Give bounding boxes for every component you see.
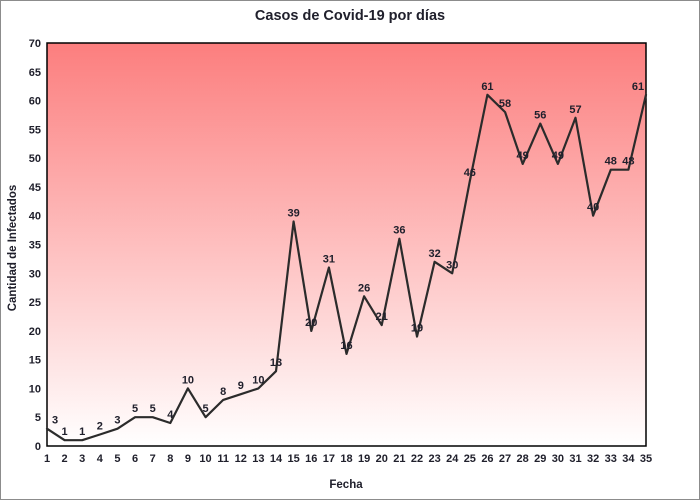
- data-point-label: 26: [358, 282, 370, 294]
- x-tick-label: 35: [640, 453, 652, 465]
- x-tick-label: 22: [411, 453, 423, 465]
- x-tick-label: 21: [393, 453, 405, 465]
- x-tick-label: 12: [235, 453, 247, 465]
- data-point-label: 5: [132, 403, 138, 415]
- y-tick-label: 35: [29, 240, 41, 252]
- y-tick-label: 30: [29, 268, 41, 280]
- data-point-label: 48: [622, 156, 634, 168]
- x-tick-label: 25: [464, 453, 476, 465]
- data-point-label: 20: [305, 317, 317, 329]
- data-point-label: 56: [534, 110, 546, 122]
- y-tick-label: 70: [29, 38, 41, 50]
- x-tick-label: 13: [252, 453, 264, 465]
- x-tick-label: 28: [517, 453, 529, 465]
- x-tick-label: 23: [428, 453, 440, 465]
- x-tick-label: 1: [44, 453, 50, 465]
- data-point-label: 21: [376, 311, 388, 323]
- x-tick-label: 10: [199, 453, 211, 465]
- x-tick-label: 14: [270, 453, 283, 465]
- y-tick-label: 65: [29, 67, 41, 79]
- data-point-label: 13: [270, 357, 282, 369]
- data-point-label: 57: [569, 104, 581, 116]
- plot-area: [46, 42, 647, 447]
- data-point-label: 49: [517, 150, 529, 162]
- data-point-label: 5: [150, 403, 156, 415]
- data-point-label: 4: [167, 409, 174, 421]
- x-tick-label: 15: [288, 453, 300, 465]
- x-tick-label: 33: [605, 453, 617, 465]
- data-point-label: 10: [252, 374, 264, 386]
- x-tick-label: 18: [340, 453, 352, 465]
- x-axis-title: Fecha: [329, 479, 363, 491]
- x-tick-label: 3: [79, 453, 85, 465]
- y-tick-label: 25: [29, 297, 41, 309]
- data-point-label: 39: [288, 207, 300, 219]
- x-tick-label: 20: [376, 453, 388, 465]
- data-point-label: 3: [114, 415, 120, 427]
- data-point-label: 16: [340, 340, 352, 352]
- x-tick-label: 7: [150, 453, 156, 465]
- x-tick-label: 17: [323, 453, 335, 465]
- data-point-label: 49: [552, 150, 564, 162]
- x-tick-label: 19: [358, 453, 370, 465]
- data-point-label: 3: [52, 415, 58, 427]
- y-tick-label: 10: [29, 383, 41, 395]
- chart-title: Casos de Covid-19 por días: [254, 8, 446, 24]
- x-tick-label: 2: [62, 453, 68, 465]
- data-point-label: 32: [428, 248, 440, 260]
- data-point-label: 9: [238, 380, 244, 392]
- y-tick-label: 0: [35, 441, 41, 453]
- data-point-label: 48: [605, 156, 617, 168]
- data-point-label: 58: [499, 98, 511, 110]
- data-point-label: 40: [587, 202, 599, 214]
- y-tick-label: 50: [29, 153, 41, 165]
- x-tick-label: 4: [97, 453, 104, 465]
- y-tick-label: 15: [29, 355, 41, 367]
- x-tick-label: 5: [114, 453, 120, 465]
- data-point-label: 61: [481, 81, 493, 93]
- x-tick-label: 30: [552, 453, 564, 465]
- data-point-label: 8: [220, 386, 226, 398]
- series-line: [45, 93, 648, 442]
- data-point-label: 1: [62, 426, 68, 438]
- data-point-label: 46: [464, 167, 476, 179]
- y-tick-label: 5: [35, 412, 41, 424]
- data-point-label: 1: [79, 426, 85, 438]
- x-tick-label: 9: [185, 453, 191, 465]
- y-tick-label: 40: [29, 211, 41, 223]
- data-point-label: 31: [323, 254, 335, 266]
- x-tick-label: 16: [305, 453, 317, 465]
- data-point-label: 19: [411, 323, 423, 335]
- y-tick-label: 45: [29, 182, 41, 194]
- x-tick-label: 29: [534, 453, 546, 465]
- x-tick-label: 32: [587, 453, 599, 465]
- x-tick-label: 27: [499, 453, 511, 465]
- y-axis-title: Cantidad de Infectados: [7, 185, 19, 312]
- x-tick-label: 11: [217, 453, 229, 465]
- y-tick-label: 55: [29, 124, 41, 136]
- x-tick-label: 34: [622, 453, 635, 465]
- data-point-label: 36: [393, 225, 405, 237]
- y-tick-label: 60: [29, 96, 41, 108]
- data-point-label: 5: [202, 403, 208, 415]
- x-tick-label: 24: [446, 453, 459, 465]
- x-tick-label: 6: [132, 453, 138, 465]
- y-tick-label: 20: [29, 326, 41, 338]
- data-point-label: 10: [182, 374, 194, 386]
- x-tick-label: 31: [569, 453, 581, 465]
- x-tick-label: 8: [167, 453, 173, 465]
- data-point-label: 2: [97, 420, 103, 432]
- data-point-label: 61: [632, 81, 644, 93]
- x-tick-label: 26: [481, 453, 493, 465]
- data-point-label: 30: [446, 259, 458, 271]
